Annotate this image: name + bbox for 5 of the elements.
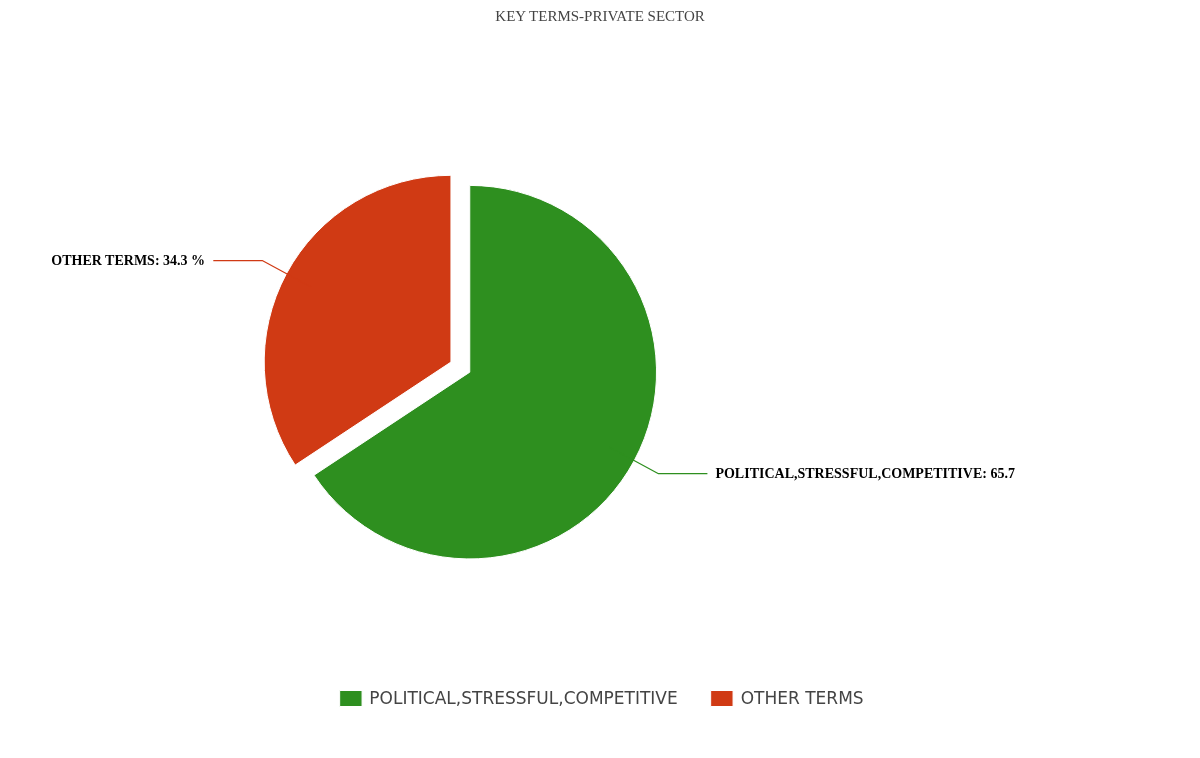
data-label: POLITICAL,STRESSFUL,COMPETITIVE: 65.7 [715,466,1015,482]
chart-title: KEY TERMS-PRIVATE SECTOR [495,7,705,24]
legend-label: OTHER TERMS [740,688,864,708]
legend-label: POLITICAL,STRESSFUL,COMPETITIVE [369,688,678,708]
data-label: OTHER TERMS: 34.3 % [51,253,206,269]
